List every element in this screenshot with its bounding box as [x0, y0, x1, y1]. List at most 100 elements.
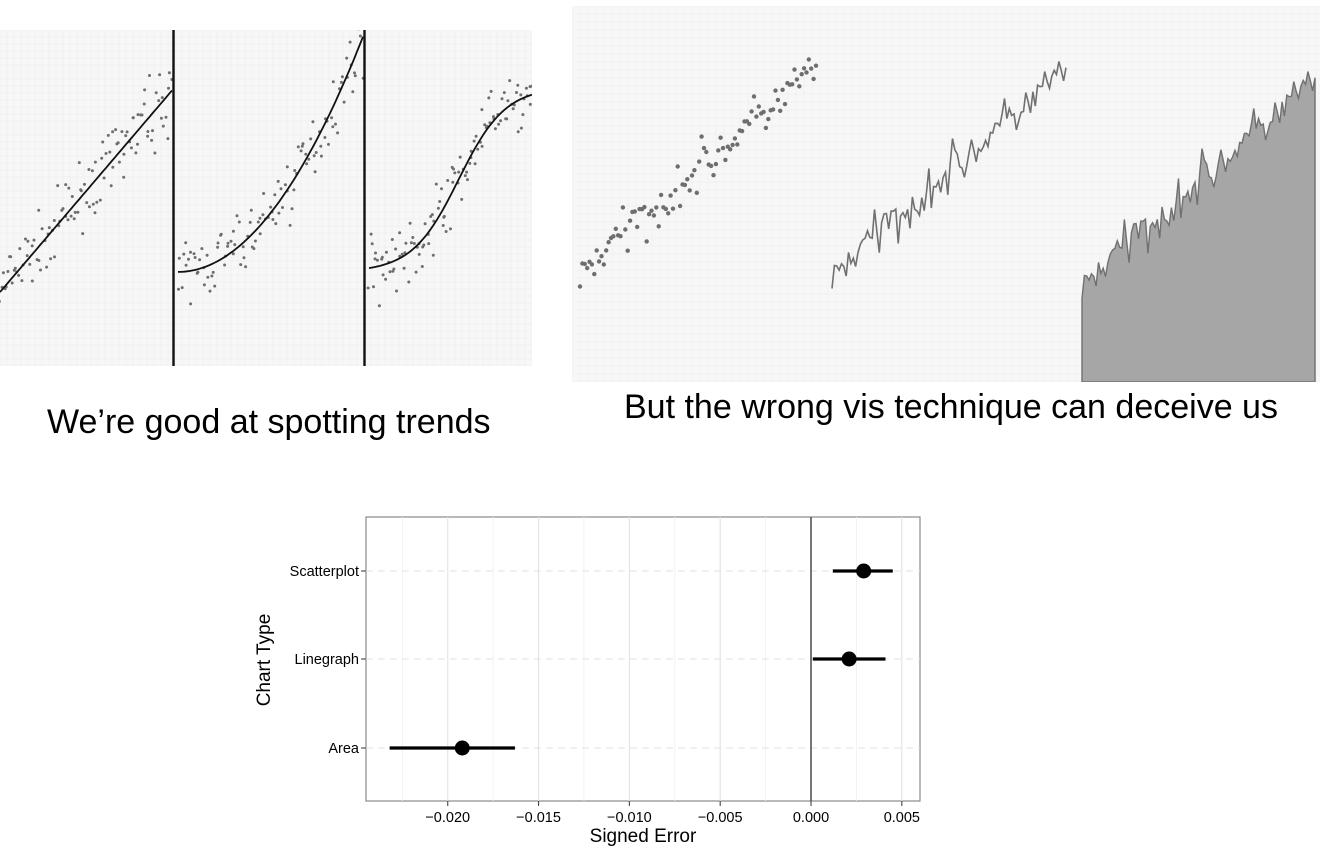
- y-tick-label: Scatterplot: [290, 564, 359, 580]
- trend-dot: [505, 117, 509, 121]
- trend-dot: [444, 230, 448, 233]
- trend-dot: [223, 263, 227, 267]
- trend-dot: [493, 127, 497, 131]
- trend-dot: [407, 280, 411, 284]
- trend-dot: [345, 56, 349, 60]
- trend-dot: [109, 184, 113, 188]
- trend-dot: [192, 252, 196, 256]
- trend-dot: [164, 115, 168, 119]
- trend-dot: [129, 146, 133, 150]
- scatter-dot: [792, 67, 797, 72]
- trend-dot: [374, 251, 377, 255]
- scatter-dot: [747, 121, 752, 127]
- trend-dot: [37, 208, 41, 212]
- scatter-dot: [625, 248, 630, 253]
- trend-dot: [506, 99, 510, 103]
- trend-dot: [353, 74, 357, 78]
- trend-dot: [331, 80, 335, 84]
- scatter-dot: [813, 63, 819, 68]
- trend-dot: [102, 176, 106, 180]
- trend-dot: [441, 224, 445, 227]
- trend-dot: [0, 300, 1, 303]
- trend-dot: [480, 144, 484, 148]
- trend-dot: [411, 236, 415, 239]
- trend-dot: [473, 162, 477, 166]
- trend-dot: [239, 263, 243, 267]
- scatter-dot: [692, 168, 697, 173]
- trend-dot: [85, 201, 89, 205]
- trend-dot: [24, 237, 27, 241]
- trend-dot: [457, 170, 461, 174]
- scatter-dot: [670, 206, 676, 211]
- trend-dot: [262, 192, 266, 195]
- trend-dot: [487, 96, 491, 100]
- trend-dot: [216, 241, 220, 245]
- trend-dot: [237, 220, 241, 224]
- scatter-dot: [682, 182, 688, 188]
- trend-dot: [285, 165, 289, 169]
- trend-dot: [231, 229, 235, 233]
- trend-dot: [117, 160, 121, 164]
- trend-dot: [198, 258, 202, 262]
- trend-dot: [100, 156, 104, 160]
- trend-dot: [369, 232, 373, 236]
- trend-dot: [180, 286, 184, 290]
- trend-dot: [32, 238, 36, 242]
- scatter-dot: [766, 116, 771, 122]
- scatter-dot: [708, 163, 714, 169]
- trend-dot: [279, 187, 283, 191]
- trend-dot: [52, 219, 56, 222]
- scatter-dot: [751, 94, 757, 99]
- trend-dot: [39, 268, 42, 272]
- trend-dot: [497, 122, 501, 126]
- encoding-comparison: [572, 6, 1320, 382]
- trend-dot: [256, 220, 260, 224]
- trend-dot: [353, 71, 356, 75]
- scatter-dot: [666, 211, 671, 216]
- trend-dot: [480, 108, 484, 112]
- scatter-dot: [585, 265, 590, 271]
- trend-dot: [283, 183, 287, 187]
- trend-dot: [304, 152, 308, 156]
- scatter-dot: [782, 101, 788, 107]
- scatter-dot: [811, 76, 816, 82]
- trend-dot: [292, 188, 296, 192]
- scatter-dot: [801, 66, 807, 71]
- trend-dot: [342, 100, 346, 104]
- scatter-dot: [809, 66, 814, 71]
- trend-dot: [184, 241, 188, 245]
- scatter-dot: [623, 227, 628, 232]
- trend-dot: [150, 138, 154, 142]
- trend-dot: [248, 220, 252, 224]
- trend-fit-line: [178, 36, 364, 273]
- trend-dot: [515, 91, 518, 94]
- x-tick-label: −0.005: [698, 810, 743, 826]
- trend-dot: [309, 137, 313, 141]
- trend-dot: [431, 253, 435, 257]
- trend-dot: [120, 130, 124, 134]
- x-tick-label: −0.015: [516, 810, 561, 826]
- trend-dot: [269, 205, 273, 209]
- trend-dot: [189, 302, 193, 306]
- scatter-dot: [632, 209, 637, 214]
- trend-dot: [189, 250, 192, 254]
- trend-dot: [312, 154, 316, 158]
- trend-dot: [66, 218, 70, 222]
- trend-dot: [521, 113, 525, 117]
- trend-dot: [366, 286, 370, 290]
- scatter-dot: [773, 88, 778, 93]
- trend-dot: [146, 130, 150, 133]
- trend-dot: [274, 222, 278, 226]
- trend-dot: [157, 99, 161, 103]
- trend-dot: [98, 198, 102, 202]
- trend-dot: [69, 214, 73, 218]
- trend-dot: [511, 107, 515, 111]
- trend-dot: [339, 80, 343, 84]
- scatter-dot: [596, 259, 602, 264]
- trend-dot: [206, 275, 210, 279]
- trend-dot: [124, 134, 128, 138]
- trend-dot: [6, 270, 10, 273]
- trend-dot: [108, 150, 112, 154]
- trend-dot: [161, 124, 165, 128]
